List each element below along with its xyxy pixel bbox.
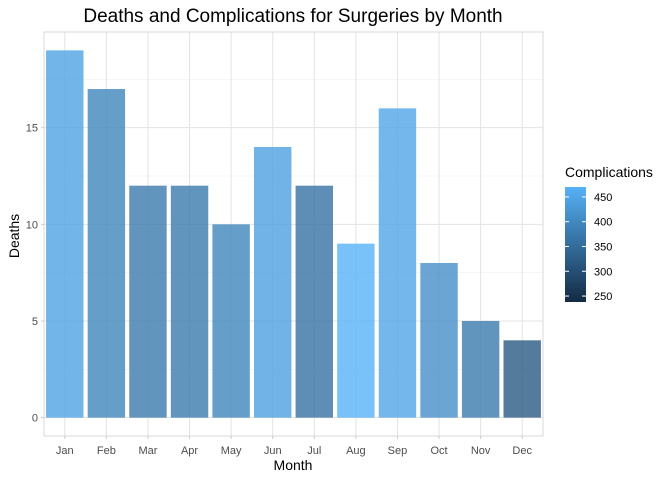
y-tick-label: 0 — [32, 413, 38, 425]
x-tick-label: Aug — [346, 445, 366, 457]
x-tick-label: Apr — [181, 445, 198, 457]
panel-background — [44, 32, 543, 436]
panel-frame — [43, 31, 544, 437]
y-axis: 0 5 10 15 — [26, 123, 44, 425]
x-axis-title: Month — [274, 457, 313, 473]
bar-dec — [503, 340, 541, 418]
x-tick-label: Sep — [388, 445, 408, 457]
bar-mar — [129, 185, 167, 418]
legend-tick-label: 350 — [594, 241, 612, 253]
legend-tick-label: 450 — [594, 192, 612, 204]
x-tick-label: Oct — [430, 445, 447, 457]
x-tick-label: Jan — [56, 445, 74, 457]
x-axis: Jan Feb Mar Apr May Jun Jul Aug Sep Oct Nov Dec — [56, 436, 532, 457]
y-tick-label: 15 — [26, 123, 38, 135]
x-tick-label: Jul — [307, 445, 321, 457]
legend: Complications 250 300 350 400 450 — [565, 164, 653, 303]
bar-oct — [420, 262, 458, 418]
bar-jul — [295, 185, 334, 418]
bar-aug — [337, 243, 375, 418]
y-tick-label: 10 — [26, 219, 38, 231]
legend-tick-label: 400 — [594, 217, 612, 229]
legend-tick-label: 300 — [594, 266, 612, 278]
x-tick-label: Jun — [264, 445, 282, 457]
bar-apr — [170, 185, 209, 418]
x-tick-label: Mar — [138, 445, 157, 457]
bar-jun — [253, 147, 292, 418]
x-tick-label: May — [221, 445, 242, 457]
bar-jan — [46, 50, 84, 418]
panel-border — [43, 31, 544, 437]
legend-tick-label: 250 — [594, 291, 612, 303]
bars — [46, 50, 541, 418]
legend-title: Complications — [565, 164, 653, 180]
legend-colorbar — [565, 187, 586, 302]
bar-feb — [87, 89, 126, 418]
chart-title: Deaths and Complications for Surgeries b… — [83, 6, 502, 27]
x-tick-label: Dec — [512, 445, 532, 457]
bar-may — [212, 224, 250, 418]
y-axis-title: Deaths — [6, 214, 22, 258]
y-tick-label: 5 — [32, 316, 38, 328]
bar-nov — [461, 320, 500, 418]
bar-sep — [378, 108, 417, 418]
x-tick-label: Nov — [471, 445, 491, 457]
x-tick-label: Feb — [97, 445, 116, 457]
